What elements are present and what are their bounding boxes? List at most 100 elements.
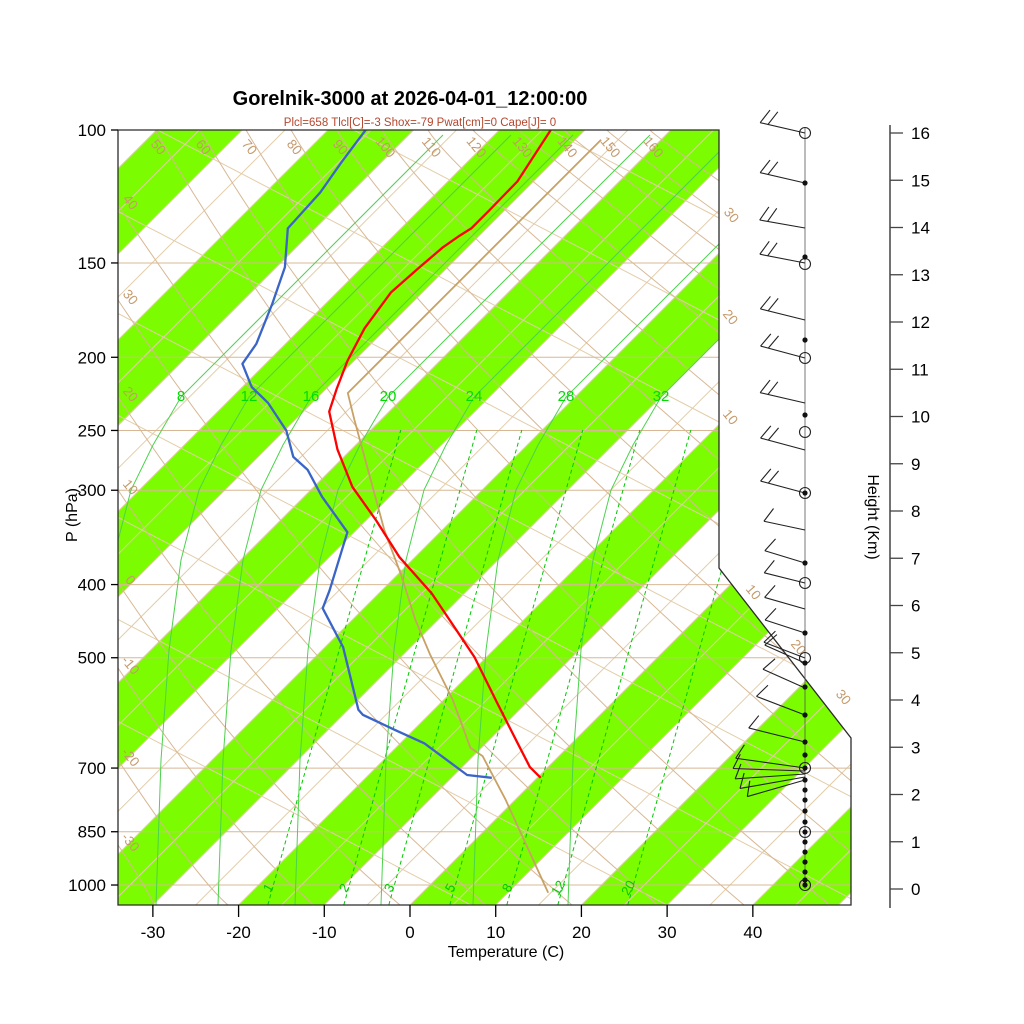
moist-adiabat-label: 28	[558, 388, 575, 405]
station-dot-marker	[802, 797, 808, 803]
adiabat-label: 80	[284, 137, 305, 158]
wind-barb-tick	[748, 715, 760, 729]
adiabat-label: 90	[330, 137, 351, 158]
station-dot-marker	[802, 869, 808, 875]
isotherm-line	[118, 130, 851, 905]
height-tick-label: 11	[911, 360, 929, 379]
station-circle-marker	[798, 351, 812, 365]
wind-barb-staff	[762, 668, 806, 689]
wind-barb-staff	[764, 596, 806, 610]
temperature-tick-label: -20	[226, 923, 251, 942]
dry-adiabat	[336, 130, 851, 905]
pressure-tick-label: 100	[78, 121, 106, 140]
station-circle-marker	[798, 761, 812, 775]
isotherm-line	[118, 130, 544, 905]
temperature-tick-label: 30	[658, 923, 677, 942]
mixing-ratio-line	[449, 429, 584, 905]
temperature-tick-label: 0	[405, 923, 414, 942]
station-dot-marker	[802, 660, 808, 666]
mixing-ratio-line	[627, 429, 762, 905]
adiabat-label: 10	[120, 477, 141, 498]
wind-barb-tick	[767, 335, 780, 349]
mixing-ratio-line	[506, 429, 641, 905]
isotherm-line	[118, 130, 416, 905]
moist-adiabat-label: 12	[241, 388, 258, 405]
dewpoint-trace	[241, 130, 492, 779]
temperature-tick-label: 40	[743, 923, 762, 942]
page-title: Gorelnik-3000 at 2026-04-01_12:00:00	[232, 88, 588, 110]
wind-barb-staff	[747, 779, 806, 798]
dry-adiabat	[199, 130, 851, 905]
dry-adiabat	[154, 130, 831, 905]
station-dot-marker	[802, 819, 808, 825]
station-dot-marker	[802, 254, 808, 260]
height-tick-label: 13	[911, 266, 930, 285]
adiabat-label: 20	[120, 384, 141, 405]
wind-barb-tick	[759, 240, 770, 255]
wind-barb-tick	[735, 744, 745, 759]
height-tick-label: 0	[911, 880, 920, 899]
pressure-tick-label: 300	[78, 481, 106, 500]
dry-adiabat	[381, 130, 851, 905]
wind-barb-tick	[759, 109, 771, 123]
height-tick-label: 5	[911, 644, 920, 663]
dry-adiabat	[118, 844, 157, 905]
wind-barb-tick	[767, 470, 780, 484]
isotherm-line	[128, 130, 851, 905]
station-dot-marker	[802, 839, 808, 845]
mixing-ratio-line	[343, 429, 478, 905]
wind-barb-staff	[760, 122, 806, 134]
moist-adiabat	[472, 134, 829, 905]
wind-barb-tick	[759, 296, 771, 310]
mixing-ratio-line	[557, 429, 692, 905]
mixing-ratio-label: 12	[548, 878, 568, 898]
station-dot-marker	[802, 808, 808, 814]
height-tick-label: 9	[911, 455, 920, 474]
pressure-tick-label: 200	[78, 348, 106, 367]
temperature-axis: -30 -20 -10 0 10 20 30 40	[141, 905, 762, 942]
moist-adiabat	[118, 134, 444, 905]
shallow-adiabat-line	[118, 455, 851, 905]
isotherm-line	[118, 130, 851, 905]
station-dot-marker	[802, 684, 808, 690]
isotherm-line	[0, 0, 115, 1024]
shallow-adiabat-line	[118, 251, 851, 786]
wind-barb-staff	[735, 757, 806, 769]
height-tick-label: 2	[911, 786, 920, 805]
adiabat-label: 30	[120, 287, 141, 308]
isotherm-line	[514, 130, 851, 905]
station-dot-marker	[802, 877, 808, 883]
isotherm-line	[118, 130, 330, 905]
wind-barb-tick	[759, 206, 770, 221]
isotherm-line	[118, 130, 759, 905]
wind-barb-staff	[764, 572, 806, 584]
pressure-tick-label: 850	[78, 823, 106, 842]
wind-barb-tick	[763, 630, 776, 643]
isotherm-band	[729, 130, 851, 905]
wind-barb-tick	[767, 427, 780, 441]
wind-barb-staff	[735, 773, 806, 780]
station-dot-marker	[802, 787, 808, 793]
dry-adiabat	[427, 130, 851, 905]
temperature-tick-label: -10	[312, 923, 337, 942]
pressure-tick-label: 150	[78, 254, 106, 273]
height-tick-label: 14	[911, 219, 930, 238]
wind-barb-tick	[762, 658, 776, 670]
station-dot-marker	[802, 490, 808, 496]
station-dot-marker	[802, 739, 808, 745]
adiabat-label: 30	[833, 687, 854, 708]
dry-adiabat	[118, 489, 487, 905]
adiabat-label: 70	[239, 137, 260, 158]
temperature-tick-label: -30	[141, 923, 166, 942]
wind-barb-tick	[767, 111, 779, 125]
wind-barb-staff	[763, 520, 806, 531]
wind-barb-tick	[764, 607, 777, 621]
station-dot-marker	[802, 829, 808, 835]
wind-barb-staff	[760, 308, 806, 321]
station-dot-marker	[802, 560, 808, 566]
wind-barb-tick	[760, 425, 772, 439]
adiabat-label: 30	[721, 205, 742, 226]
